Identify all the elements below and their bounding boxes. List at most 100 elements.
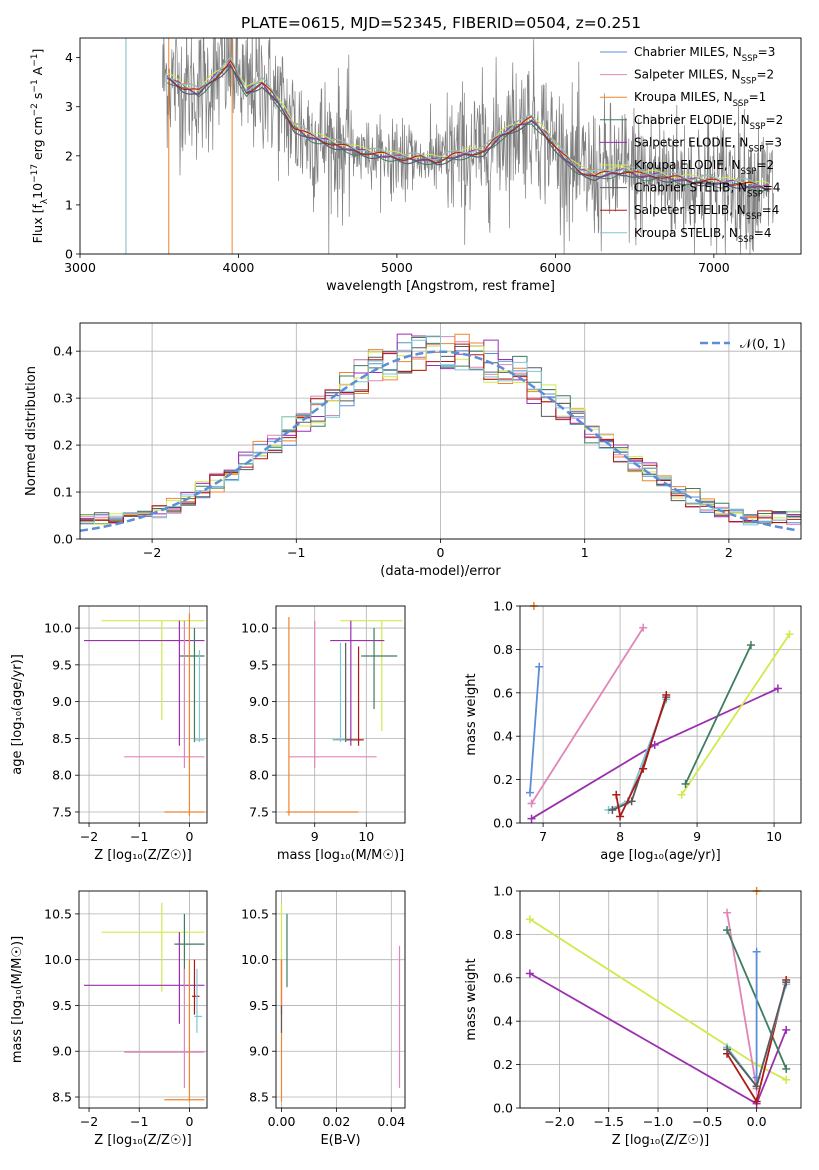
x-axis-label: (data-model)/error <box>380 564 501 579</box>
y-tick-label: 0.2 <box>493 1057 513 1072</box>
legend-label-salpeter_stelib: Salpeter STELIB, NSSP=4 <box>634 203 779 222</box>
x-tick-label: 0 <box>185 829 193 844</box>
x-tick-label: 10 <box>766 829 782 844</box>
x-tick-label: −1 <box>287 545 305 560</box>
x-tick-label: −2.0 <box>544 1114 574 1129</box>
legend-label-chabrier_elodie: Chabrier ELODIE, NSSP=2 <box>634 113 783 132</box>
y-axis-label-part: λ <box>40 198 50 204</box>
y-tick-label: 9.5 <box>249 998 269 1013</box>
legend-label-n: =2 <box>756 158 774 172</box>
plot-frame <box>275 605 406 824</box>
legend-label-salpeter_miles: Salpeter MILES, NSSP=2 <box>634 68 774 87</box>
y-tick-label: 9.0 <box>52 1044 72 1059</box>
y-tick-label: 10.0 <box>241 952 269 967</box>
age_vs_mass-panel: 9 10 7.5 8.0 8.5 9.0 9.5 10.0 mass [log₁₀(M/M☉)] <box>241 605 406 863</box>
legend-label-kroupa_elodie: Kroupa ELODIE, NSSP=2 <box>634 158 774 177</box>
weight_vs_age-panel: 7 8 9 10 0.0 0.2 0.4 0.6 0.8 1.0 age [log₁₀(age/yr… <box>464 599 802 863</box>
legend-label-text: Salpeter ELODIE, N <box>634 135 748 149</box>
y-tick-label: 1.0 <box>493 884 513 899</box>
legend-label-text: Chabrier STELIB, N <box>634 181 747 195</box>
y-tick-label: 0.0 <box>493 816 513 831</box>
x-axis-label: age [log₁₀(age/yr)] <box>600 848 721 863</box>
y-axis-label-part: s <box>30 93 45 104</box>
y-tick-label: 2 <box>65 148 73 163</box>
plot-frame <box>78 890 208 1109</box>
y-axis-label: Flux [fλ10−17 erg cm−2 s−1 A−1] <box>30 49 50 244</box>
x-tick-label: 7000 <box>698 260 730 275</box>
y-axis-label: Normed distribution <box>24 366 39 496</box>
y-axis-label-part: −17 <box>30 164 40 183</box>
y-tick-label: 0.6 <box>493 970 513 985</box>
gaussian-curve <box>80 350 799 533</box>
weight-line-salpeter_miles <box>530 627 644 804</box>
x-tick-label: 0.0 <box>747 1114 767 1129</box>
plot-frame <box>78 605 208 824</box>
x-axis-label: wavelength [Angstrom, rest frame] <box>326 279 555 294</box>
y-tick-label: 10.0 <box>44 621 72 636</box>
legend-label-n: =3 <box>758 45 776 59</box>
y-tick-label: 1 <box>65 197 73 212</box>
legend-label-sub: SSP <box>741 77 757 87</box>
legend-label-n: =3 <box>764 135 782 149</box>
x-tick-label: 6000 <box>539 260 571 275</box>
x-axis-label: Z [log₁₀(Z/Z☉)] <box>94 848 191 863</box>
legend-label-n: =2 <box>766 113 784 127</box>
legend-label-sub: SSP <box>746 212 762 222</box>
legend-label-text: Kroupa STELIB, N <box>634 226 738 240</box>
x-tick-label: 2 <box>725 545 733 560</box>
weight-line-chabrier_elodie <box>684 644 752 785</box>
x-tick-label: 1 <box>581 545 589 560</box>
x-axis-label: Z [log₁₀(Z/Z☉)] <box>612 1133 709 1148</box>
y-tick-label: 8.0 <box>249 768 269 783</box>
x-tick-label: 3000 <box>64 260 96 275</box>
y-tick-label: 9.0 <box>52 694 72 709</box>
y-tick-label: 0.0 <box>53 532 73 547</box>
y-tick-label: 10.0 <box>44 952 72 967</box>
y-tick-label: 4 <box>65 50 73 65</box>
y-tick-label: 0.2 <box>53 438 73 453</box>
x-tick-label: −2 <box>143 545 161 560</box>
legend-label-salpeter_elodie: Salpeter ELODIE, NSSP=3 <box>634 135 782 154</box>
y-tick-label: 0.3 <box>53 391 73 406</box>
mass_vs_Z-panel: −2 −1 0 8.5 9.0 9.5 10.0 10.5 Z [log₁₀(Z/Z☉)] mas… <box>10 890 208 1148</box>
y-tick-label: 8.0 <box>52 768 72 783</box>
x-axis-label: E(B-V) <box>320 1133 360 1148</box>
legend-label-sub: SSP <box>747 190 763 200</box>
spectrum-panel: 3000 4000 5000 6000 7000 0 1 2 3 4 wavelength [Ang… <box>30 37 802 294</box>
weight-line-chabrier_miles <box>529 666 541 793</box>
x-axis-label: Z [log₁₀(Z/Z☉)] <box>94 1133 191 1148</box>
y-axis-label: mass [log₁₀(M/M☉)] <box>10 936 25 1063</box>
y-tick-label: 0.8 <box>493 642 513 657</box>
figure-title: PLATE=0615, MJD=52345, FIBERID=0504, z=0… <box>241 14 641 32</box>
x-tick-label: 0 <box>437 545 445 560</box>
y-axis-label-part: erg cm <box>30 116 45 164</box>
x-tick-label: −2 <box>80 1114 98 1129</box>
y-tick-label: 10.5 <box>44 906 72 921</box>
x-tick-label: 9 <box>311 829 319 844</box>
x-tick-label: 4000 <box>223 260 255 275</box>
weight_vs_Z-panel: −2.0 −1.5 −1.0 −0.5 0.0 0.0 0.2 0.4 0.6 0.8 1.0 Z [… <box>464 884 802 1148</box>
x-tick-label: −1.0 <box>643 1114 673 1129</box>
y-axis-label-part: A <box>30 66 45 79</box>
legend-label-sub: SSP <box>742 54 758 64</box>
y-tick-label: 8.5 <box>249 1090 269 1105</box>
y-axis-label: mass weight <box>464 958 479 1040</box>
legend-label-kroupa_stelib: Kroupa STELIB, NSSP=4 <box>634 226 772 245</box>
legend-label-kroupa_miles: Kroupa MILES, NSSP=1 <box>634 90 766 109</box>
legend-label-text: Kroupa MILES, N <box>634 90 733 104</box>
y-tick-label: 10.5 <box>241 906 269 921</box>
legend-label-text: Chabrier MILES, N <box>634 45 742 59</box>
x-tick-label: −1.5 <box>594 1114 624 1129</box>
y-axis-label: mass weight <box>464 673 479 755</box>
y-axis-label-part: −1 <box>30 79 40 92</box>
x-tick-label: 0.04 <box>377 1114 405 1129</box>
y-tick-label: 0.4 <box>53 344 73 359</box>
y-tick-label: 7.5 <box>52 804 72 819</box>
y-tick-label: 9.5 <box>52 998 72 1013</box>
legend-label-text: Chabrier ELODIE, N <box>634 113 750 127</box>
legend-label-n: =1 <box>749 90 767 104</box>
y-tick-label: 1.0 <box>493 599 513 614</box>
legend-label-chabrier_miles: Chabrier MILES, NSSP=3 <box>634 45 775 64</box>
y-tick-label: 0.1 <box>53 485 73 500</box>
